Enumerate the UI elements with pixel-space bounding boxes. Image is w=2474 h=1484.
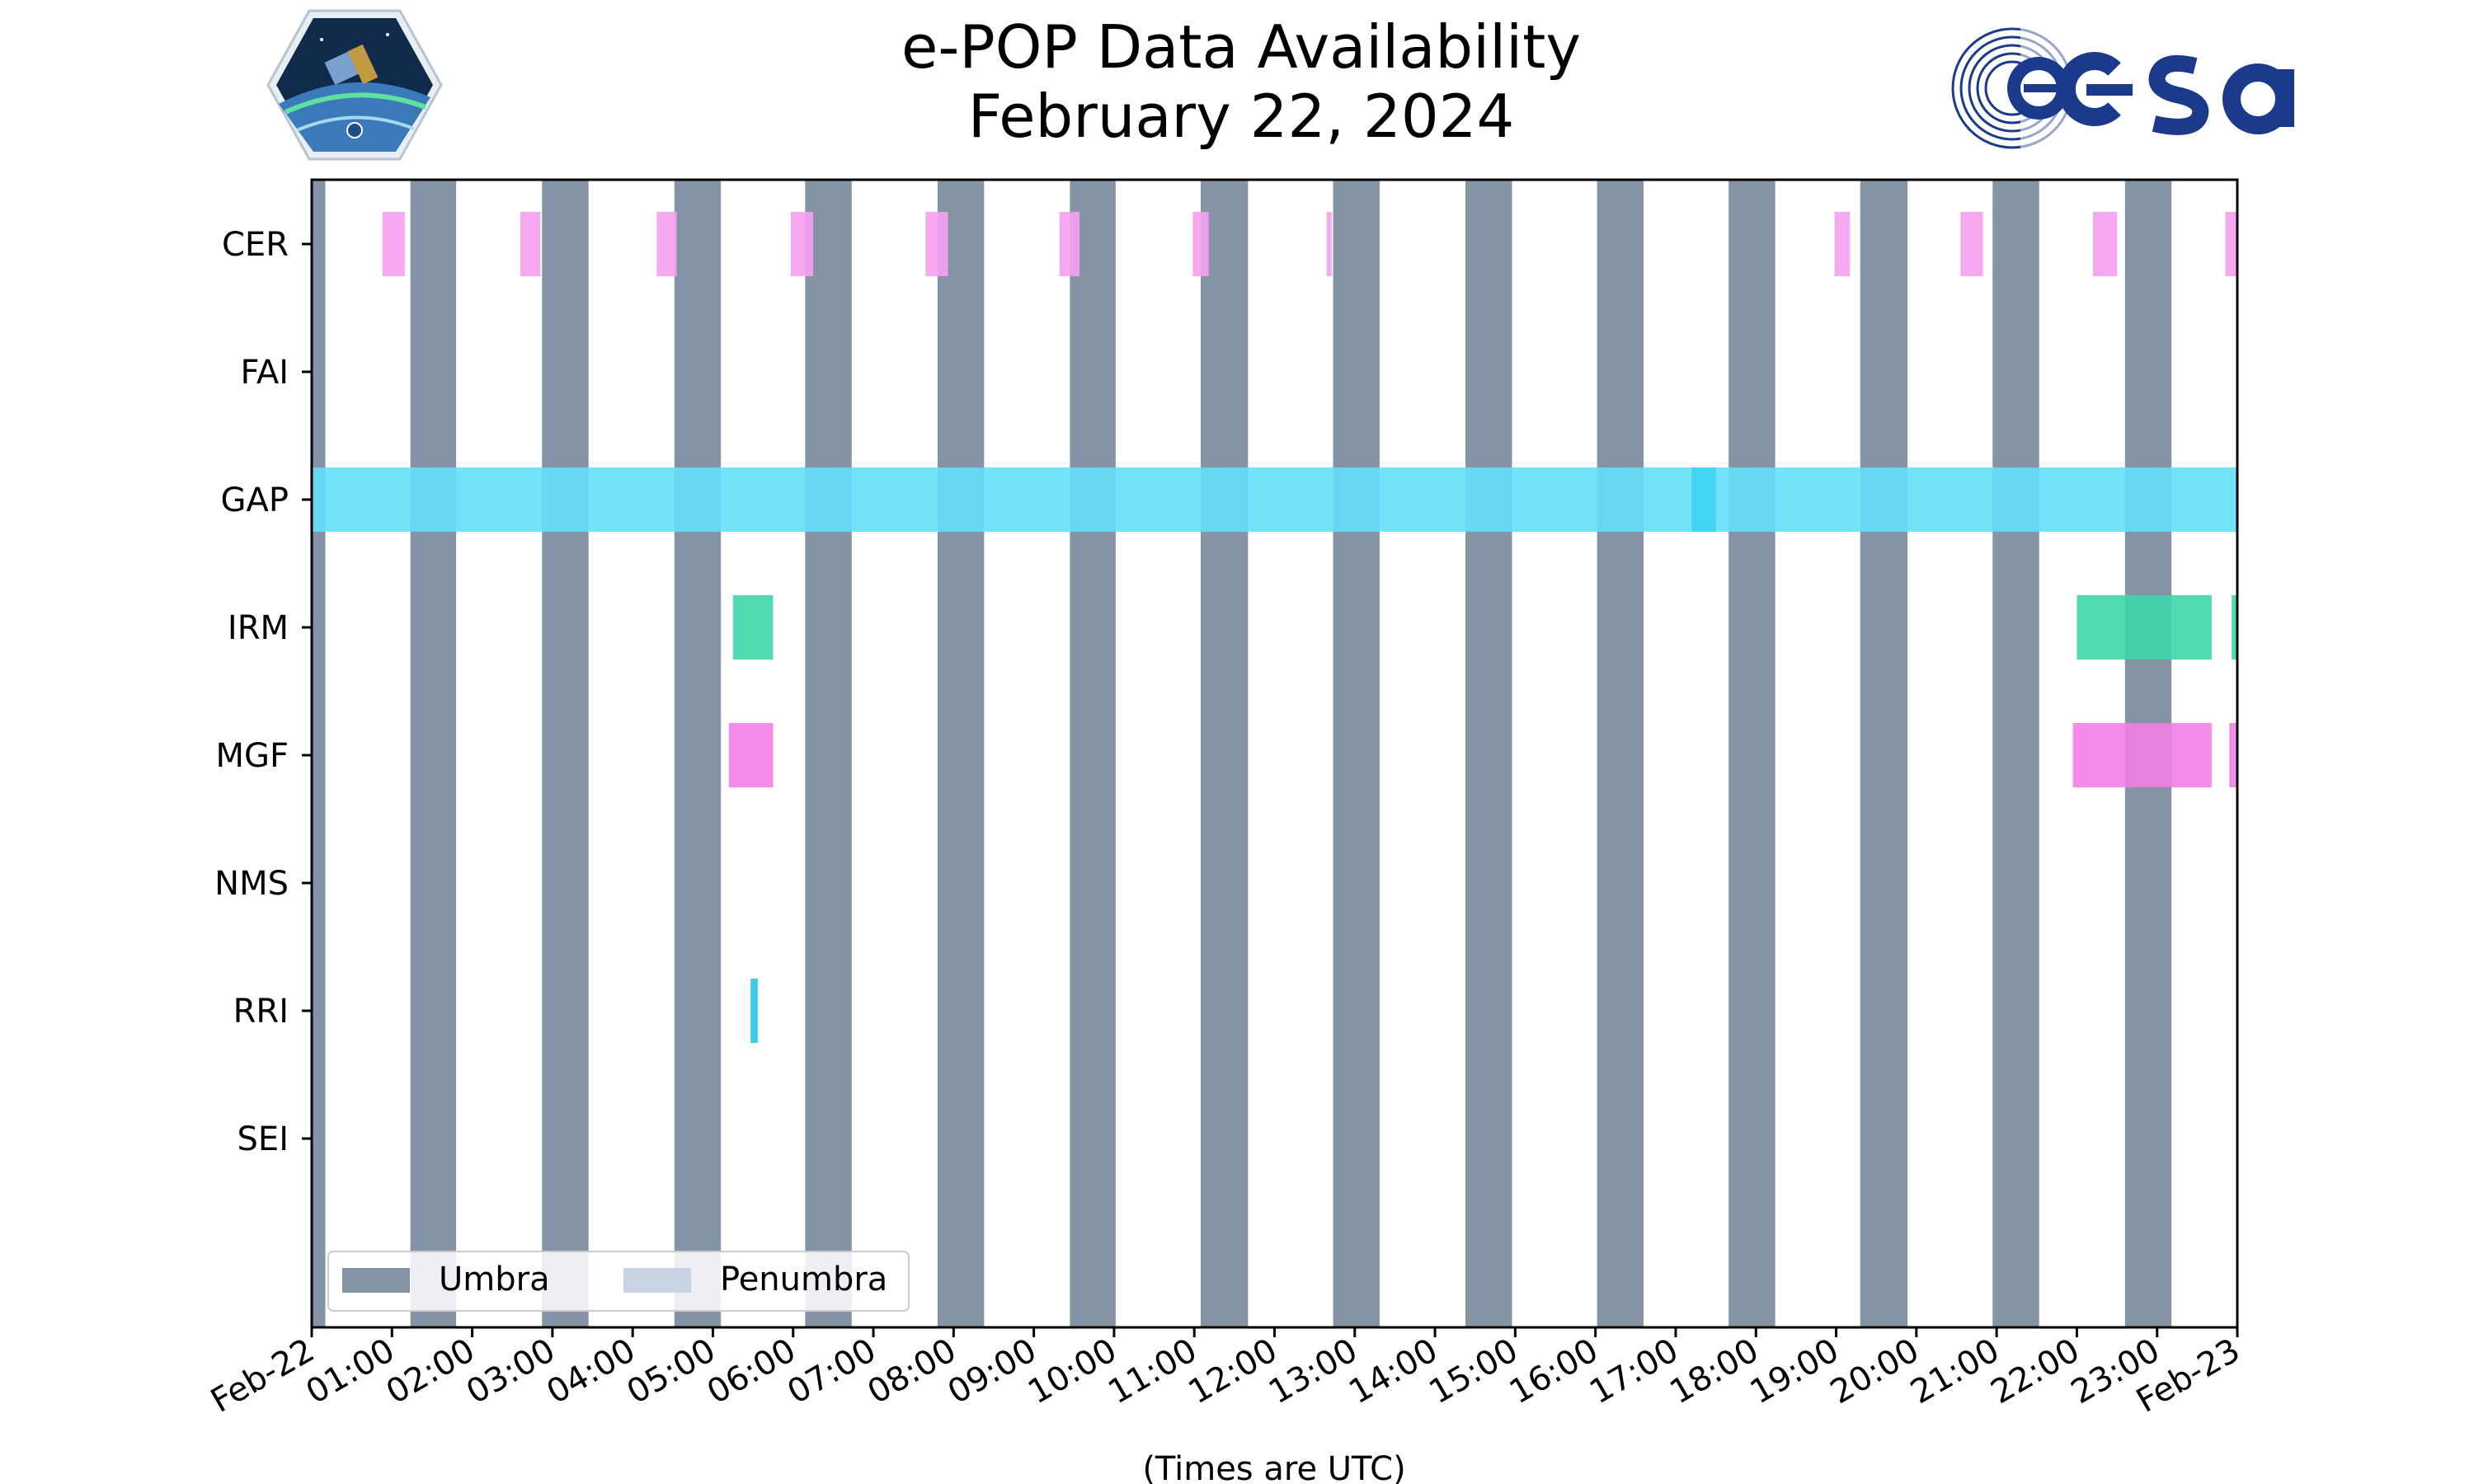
x-tick-label: 03:00 <box>460 1331 562 1411</box>
y-tick-label-rri: RRI <box>233 993 289 1031</box>
chart-title: e-POP Data Availability <box>901 12 1581 82</box>
x-tick-label: Feb-22 <box>205 1331 321 1421</box>
x-tick-label: 15:00 <box>1423 1331 1525 1411</box>
legend: Umbra Penumbra <box>327 1251 910 1312</box>
x-tick-label: 09:00 <box>942 1331 1043 1411</box>
umbra-band <box>1333 180 1380 1327</box>
plot-frame <box>310 178 2239 1329</box>
umbra-band <box>1597 180 1644 1327</box>
umbra-band <box>1200 180 1249 1327</box>
y-tick-label-sei: SEI <box>238 1120 289 1158</box>
y-axis: CER FAI GAP IRM MGF NMS RRI SEI <box>214 226 312 1158</box>
y-tick-label-fai: FAI <box>241 354 289 392</box>
x-axis-label: (Times are UTC) <box>1142 1450 1405 1484</box>
bar-gap <box>312 467 2237 532</box>
bar-cer <box>1059 212 1080 276</box>
bar-cer <box>2092 212 2118 276</box>
bar-gap-highlight <box>1691 467 1716 532</box>
legend-box <box>327 1251 910 1312</box>
umbra-band <box>1860 180 1908 1327</box>
bar-mgf <box>2072 723 2212 787</box>
bar-cer <box>520 212 541 276</box>
bar-mgf <box>728 723 774 787</box>
y-tick-label-nms: NMS <box>214 865 289 903</box>
umbra-band <box>674 180 722 1327</box>
bar-irm <box>2232 595 2237 660</box>
bar-cer <box>656 212 677 276</box>
instrument-bars <box>312 212 2237 1043</box>
bar-cer <box>1326 212 1332 276</box>
x-tick-label: 16:00 <box>1503 1331 1605 1411</box>
y-tick-label-cer: CER <box>222 226 289 264</box>
umbra-band <box>937 180 985 1327</box>
x-tick-label: 14:00 <box>1343 1331 1444 1411</box>
bar-cer <box>382 212 405 276</box>
x-tick-label: 08:00 <box>861 1331 962 1411</box>
umbra-band <box>1465 180 1512 1327</box>
legend-swatch-penumbra <box>623 1268 691 1293</box>
umbra-band <box>1729 180 1776 1327</box>
bar-cer <box>1834 212 1851 276</box>
umbra-band <box>542 180 589 1327</box>
bar-cer <box>2225 212 2237 276</box>
bar-rri <box>750 979 758 1043</box>
y-tick-label-gap: GAP <box>221 481 289 519</box>
x-tick-label: 11:00 <box>1102 1331 1203 1411</box>
x-axis: Feb-2201:0002:0003:0004:0005:0006:0007:0… <box>205 1327 2246 1421</box>
x-tick-label: 06:00 <box>701 1331 802 1411</box>
y-tick-label-mgf: MGF <box>215 737 289 775</box>
x-tick-label: 19:00 <box>1744 1331 1846 1411</box>
x-tick-label: 21:00 <box>1904 1331 2006 1411</box>
x-tick-label: 12:00 <box>1183 1331 1284 1411</box>
cassiope-logo <box>266 9 443 161</box>
esa-logo <box>1951 26 2294 150</box>
umbra-band <box>312 180 326 1327</box>
bar-cer <box>1192 212 1209 276</box>
legend-label-penumbra: Penumbra <box>720 1261 887 1298</box>
x-tick-label: 20:00 <box>1824 1331 1926 1411</box>
umbra-layer <box>312 180 2172 1327</box>
umbra-band <box>805 180 852 1327</box>
x-tick-label: 05:00 <box>621 1331 722 1411</box>
x-tick-label: 22:00 <box>1985 1331 2086 1411</box>
x-tick-label: 18:00 <box>1663 1331 1765 1411</box>
x-tick-label: 17:00 <box>1583 1331 1685 1411</box>
umbra-band <box>1992 180 2039 1327</box>
x-tick-label: 07:00 <box>781 1331 882 1411</box>
x-tick-label: 04:00 <box>540 1331 642 1411</box>
bar-irm <box>732 595 774 660</box>
y-tick-label-irm: IRM <box>228 609 289 647</box>
bar-cer <box>790 212 814 276</box>
bar-cer <box>1960 212 1983 276</box>
x-tick-label: 02:00 <box>380 1331 482 1411</box>
bar-cer <box>925 212 948 276</box>
x-tick-label: 13:00 <box>1263 1331 1364 1411</box>
x-tick-label: 10:00 <box>1022 1331 1123 1411</box>
bar-irm <box>2077 595 2212 660</box>
x-tick-label: 01:00 <box>299 1331 401 1411</box>
legend-swatch-umbra <box>342 1268 410 1293</box>
legend-label-umbra: Umbra <box>439 1261 550 1298</box>
umbra-band <box>1070 180 1116 1327</box>
bar-mgf <box>2229 723 2237 787</box>
umbra-band <box>410 180 457 1327</box>
chart-subtitle: February 22, 2024 <box>968 82 1515 151</box>
